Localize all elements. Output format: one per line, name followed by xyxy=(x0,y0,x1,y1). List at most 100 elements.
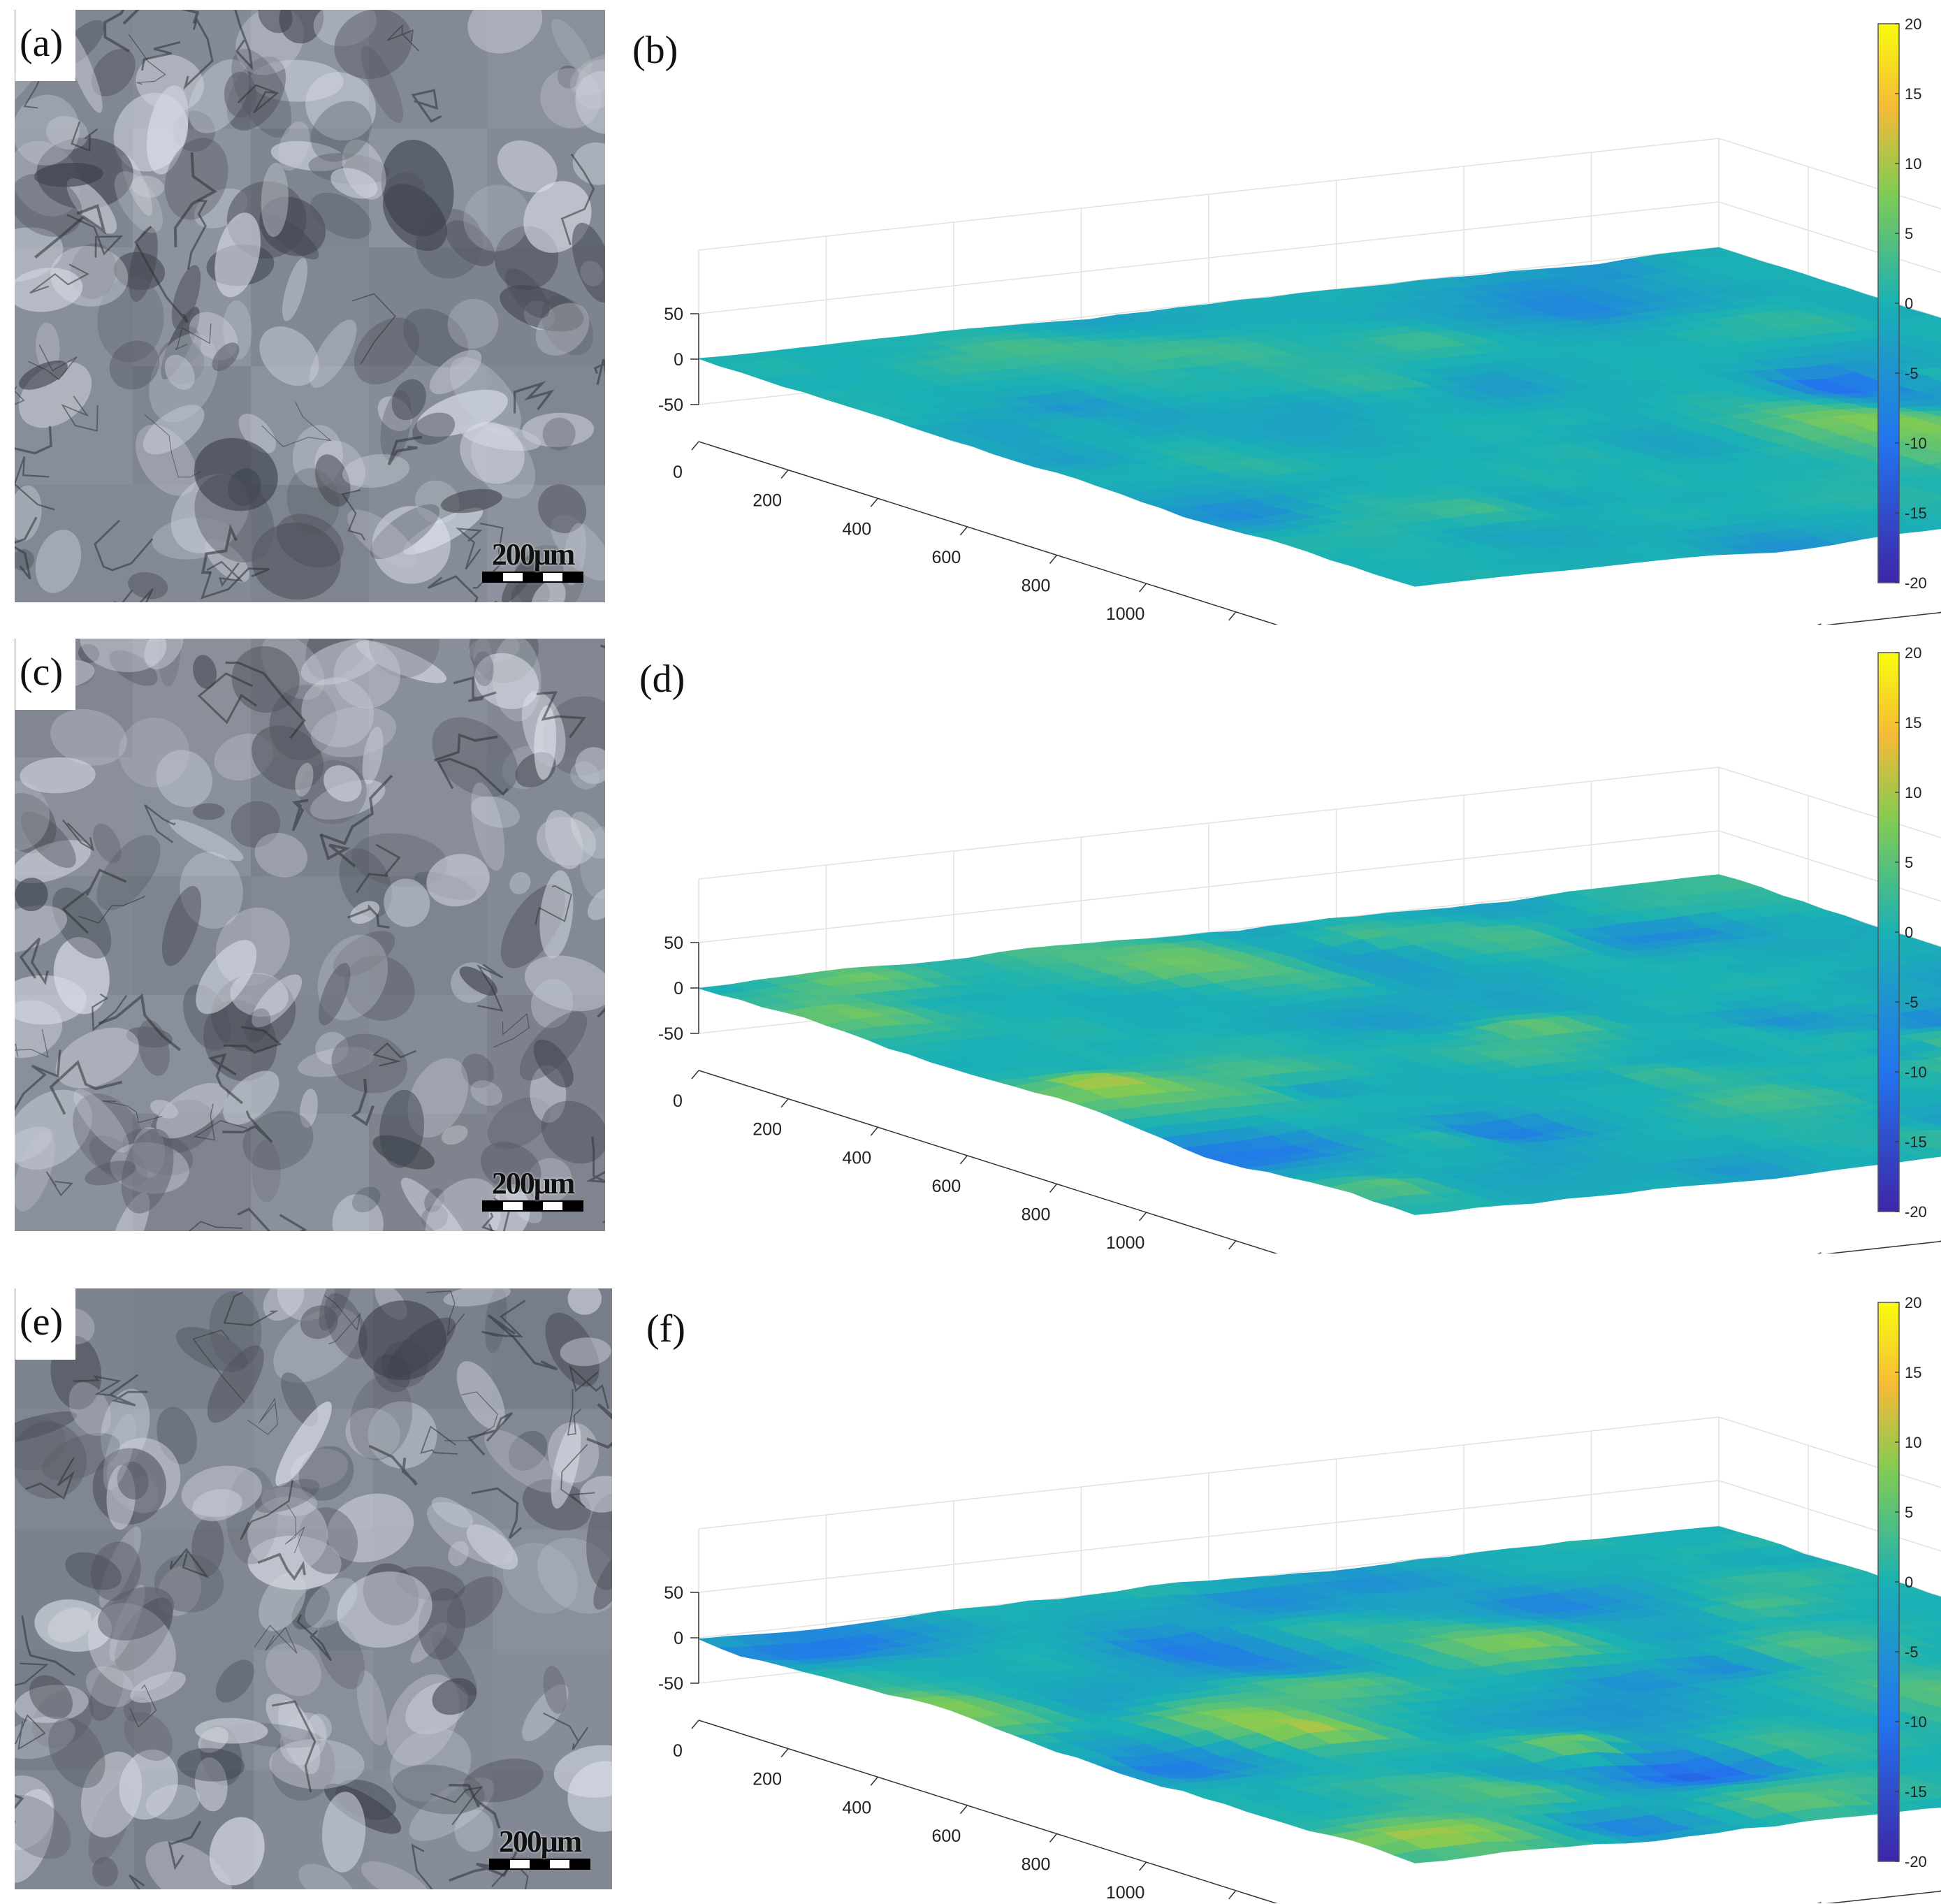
splat-feature xyxy=(15,1685,89,1723)
splat-feature xyxy=(531,580,566,602)
colorbar-tick-label: 15 xyxy=(1905,714,1921,732)
splat-feature xyxy=(117,1461,149,1500)
splat-feature xyxy=(15,878,48,912)
x-tick-label: 0 xyxy=(673,1741,683,1761)
splat-feature xyxy=(310,101,372,162)
splat-feature xyxy=(70,659,95,685)
crack-line xyxy=(34,204,107,259)
crack-line xyxy=(92,993,127,1032)
x-tick-label: 400 xyxy=(842,1148,871,1168)
splat-feature xyxy=(545,1312,599,1387)
splat-feature xyxy=(318,963,351,1026)
crack-line xyxy=(21,1615,75,1676)
splat-feature xyxy=(231,48,292,138)
crack-line xyxy=(324,1295,361,1345)
z-tick-label: 50 xyxy=(664,1583,683,1603)
crack-line xyxy=(272,1700,317,1793)
splat-feature xyxy=(97,1587,175,1641)
splat-feature xyxy=(575,71,605,134)
splat-feature xyxy=(379,1089,424,1168)
x-tick-mark xyxy=(1049,1184,1058,1193)
colorbar-tick-label: 20 xyxy=(1905,644,1921,662)
splat-feature xyxy=(29,1675,73,1720)
splat-feature xyxy=(534,705,557,780)
splat-feature xyxy=(34,163,103,187)
splat-feature xyxy=(484,1429,560,1493)
x-tick-label: 200 xyxy=(753,1770,782,1789)
crack-line xyxy=(192,1329,245,1403)
y-tick-mark xyxy=(1817,623,1822,625)
splat-feature xyxy=(443,1288,511,1307)
splat-feature xyxy=(505,268,550,319)
splat-feature xyxy=(15,268,83,312)
surface-plot-b: 0200400600800100012001400160002004006008… xyxy=(629,10,1941,625)
splat-feature xyxy=(380,390,412,461)
scalebar-bar-c xyxy=(482,1200,583,1212)
x-tick-label: 800 xyxy=(1022,576,1051,596)
splat-feature xyxy=(122,1128,194,1176)
panel-label-e: (e) xyxy=(15,1288,76,1360)
splat-feature xyxy=(427,1502,514,1566)
crack-line xyxy=(535,885,572,925)
splat-feature xyxy=(372,506,451,584)
splat-feature xyxy=(460,421,525,484)
crack-line xyxy=(296,1614,333,1662)
x-tick-mark xyxy=(1139,1861,1147,1871)
crack-line xyxy=(29,263,89,294)
surface-cell xyxy=(1393,576,1446,587)
crack-line xyxy=(560,153,595,246)
splat-feature xyxy=(298,1047,375,1077)
crack-line xyxy=(15,1049,61,1112)
splat-feature xyxy=(305,1578,358,1628)
x-tick-mark xyxy=(780,1098,789,1108)
splat-feature xyxy=(124,1712,173,1761)
splat-feature xyxy=(522,412,595,447)
splat-feature xyxy=(115,170,163,233)
micrograph-texture xyxy=(15,1288,612,1889)
scalebar-text-a: 200μm xyxy=(491,537,576,572)
splat-feature xyxy=(361,45,404,123)
splat-feature xyxy=(259,1572,306,1632)
colorbar-tick-label: 20 xyxy=(1905,1294,1921,1311)
splat-feature xyxy=(480,1142,541,1192)
splat-feature xyxy=(315,1031,349,1065)
splat-feature xyxy=(180,852,243,929)
colorbar-tick-label: 10 xyxy=(1905,155,1921,173)
z-tick-label: -50 xyxy=(658,1024,683,1044)
crack-line xyxy=(247,1397,278,1435)
crack-line xyxy=(493,1013,530,1048)
splat-feature xyxy=(424,1188,445,1213)
surface-svg: 0200400600800100012001400160002004006008… xyxy=(658,644,1941,1253)
splat-feature xyxy=(471,427,536,499)
crack-line xyxy=(98,993,181,1052)
z-tick-label: 50 xyxy=(664,305,683,324)
crack-line xyxy=(134,225,189,324)
splat-feature xyxy=(352,1186,381,1213)
crack-line xyxy=(62,819,95,852)
splat-feature xyxy=(205,539,249,583)
crack-line xyxy=(206,560,244,587)
splat-feature xyxy=(191,1517,224,1577)
splat-feature xyxy=(402,308,468,368)
crack-line xyxy=(471,1487,522,1539)
crack-line xyxy=(472,523,504,589)
crack-line xyxy=(386,24,419,52)
panel-label-a: (a) xyxy=(15,10,76,81)
colorbar-tick-label: 0 xyxy=(1905,924,1913,941)
splat-feature xyxy=(126,1026,173,1048)
splat-feature xyxy=(543,1666,567,1714)
splat-feature xyxy=(390,1727,472,1802)
crack-line xyxy=(15,516,38,580)
splat-feature xyxy=(169,819,244,862)
colorbar-tick-label: -20 xyxy=(1905,1853,1927,1870)
splat-feature xyxy=(363,1563,419,1626)
splat-feature xyxy=(330,168,378,199)
x-tick-label: 1000 xyxy=(1106,604,1145,624)
splat-feature xyxy=(158,338,205,384)
splat-feature xyxy=(463,184,530,252)
crack-line xyxy=(169,1548,210,1579)
crack-line xyxy=(237,1207,307,1231)
crack-line xyxy=(173,152,217,247)
surface-cell xyxy=(1392,1849,1446,1863)
splat-feature xyxy=(19,360,68,390)
